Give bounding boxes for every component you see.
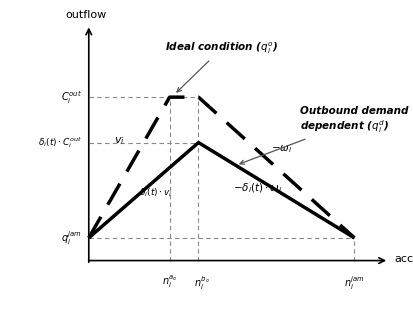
Text: $-\delta_i(t)\cdot \omega_i$: $-\delta_i(t)\cdot \omega_i$ bbox=[233, 181, 282, 195]
Text: $-\omega_i$: $-\omega_i$ bbox=[271, 143, 292, 155]
Text: $n_i^{b_o}$: $n_i^{b_o}$ bbox=[194, 274, 209, 292]
Text: $n_i^{jam}$: $n_i^{jam}$ bbox=[344, 274, 365, 292]
Text: $^*q_i^{jam} > 0$ (for more realistic approach): $^*q_i^{jam} > 0$ (for more realistic ap… bbox=[74, 308, 249, 309]
Text: $q_i^{jam}$: $q_i^{jam}$ bbox=[61, 229, 81, 247]
Text: accumulation: accumulation bbox=[395, 254, 413, 265]
Text: $\delta_i(t)\cdot C_i^{out}$: $\delta_i(t)\cdot C_i^{out}$ bbox=[38, 135, 81, 150]
Text: $\delta_i(t)\cdot v_i$: $\delta_i(t)\cdot v_i$ bbox=[139, 186, 173, 199]
Text: outflow: outflow bbox=[65, 10, 107, 20]
Text: Ideal condition ($q_i^o$): Ideal condition ($q_i^o$) bbox=[165, 41, 278, 92]
Text: $C_i^{out}$: $C_i^{out}$ bbox=[61, 89, 81, 106]
Text: $n_i^{a_o}$: $n_i^{a_o}$ bbox=[162, 274, 178, 290]
Text: Outbound demand
dependent ($q_i^d$): Outbound demand dependent ($q_i^d$) bbox=[240, 106, 408, 164]
Text: $v_i$: $v_i$ bbox=[114, 135, 124, 147]
